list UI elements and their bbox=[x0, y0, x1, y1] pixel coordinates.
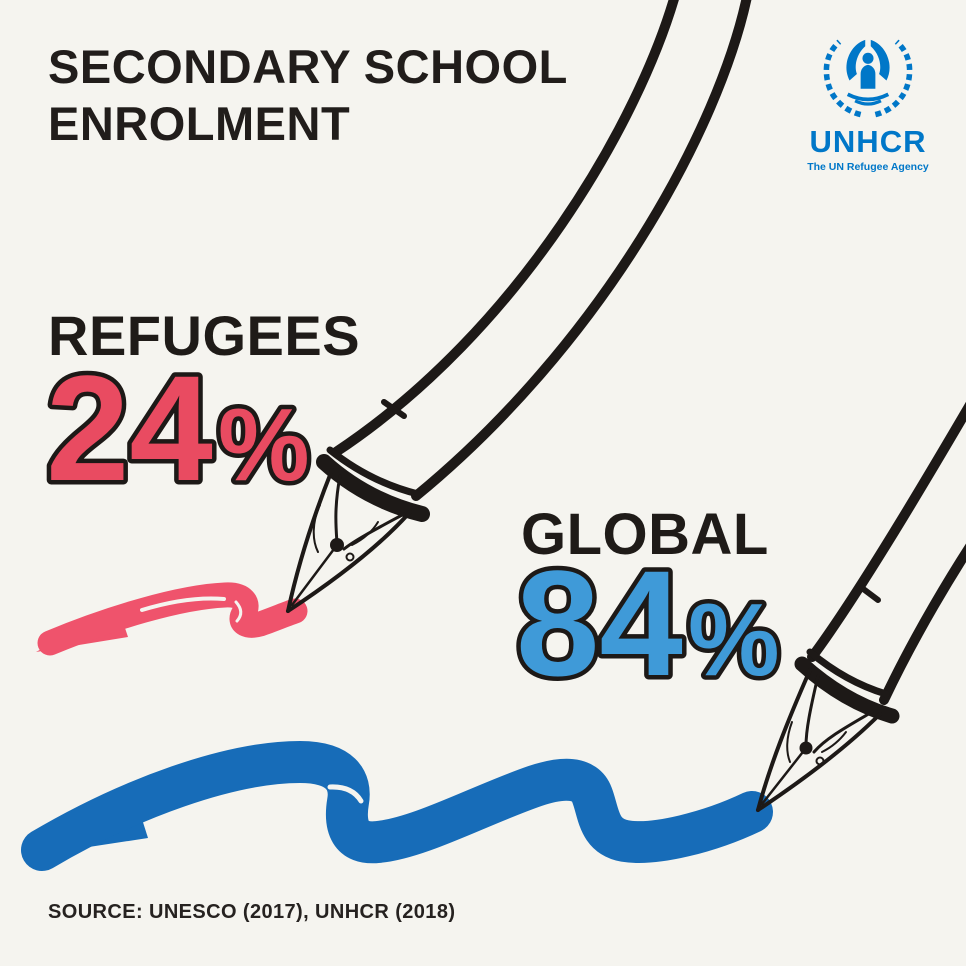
refugees-percent-sign: % bbox=[218, 387, 310, 502]
ink-stroke-global bbox=[21, 741, 773, 871]
pen-section-ring bbox=[806, 648, 890, 698]
sheltering-hand-right-icon bbox=[870, 39, 890, 81]
global-label: GLOBAL bbox=[521, 502, 769, 567]
pen-nib-breather-hole bbox=[799, 741, 813, 755]
ink-highlight bbox=[327, 784, 364, 804]
ink-stroke-refugees-body bbox=[37, 582, 308, 656]
pen-barrel-joint bbox=[381, 399, 407, 419]
pen-nib-breather-hole bbox=[330, 538, 344, 552]
pen-nib-filigree bbox=[351, 521, 379, 546]
pen-nib-slit bbox=[760, 746, 808, 806]
sheltering-hand-left-icon bbox=[846, 39, 866, 81]
refugees-label: REFUGEES bbox=[48, 304, 361, 367]
unhcr-tagline: The UN Refugee Agency bbox=[807, 161, 929, 173]
unhcr-logo: UNHCR The UN Refugee Agency bbox=[792, 26, 944, 173]
pen-nib-shoulder bbox=[804, 674, 820, 748]
person-icon-head bbox=[862, 52, 874, 64]
page-title-line1: SECONDARY SCHOOL bbox=[48, 40, 568, 93]
emblem-base-curve bbox=[846, 92, 890, 102]
pen-nib-edge bbox=[286, 510, 412, 613]
pen-barrel-edge bbox=[331, 0, 679, 457]
pen-nib-shoulder bbox=[812, 710, 874, 754]
pen-nib-edge bbox=[756, 668, 812, 812]
global-value: 84 bbox=[516, 539, 683, 707]
pen-nib-filigree bbox=[821, 731, 847, 753]
pen-nib-filigree bbox=[815, 756, 825, 766]
fountain-pen-global bbox=[756, 401, 966, 812]
laurel-branch-right bbox=[874, 39, 913, 118]
pen-nib-edge bbox=[756, 712, 882, 812]
refugees-value: 24 bbox=[46, 344, 213, 512]
unhcr-emblem-icon bbox=[823, 39, 913, 118]
pen-nib-edge bbox=[286, 468, 334, 613]
ink-stroke-refugees bbox=[36, 582, 308, 656]
pen-nib-slit bbox=[290, 543, 339, 607]
pen-barrel-joint bbox=[859, 585, 881, 603]
page-title-line2: ENROLMENT bbox=[48, 97, 351, 150]
laurel-branch-left bbox=[823, 39, 862, 118]
source-attribution: SOURCE: UNESCO (2017), UNHCR (2018) bbox=[48, 901, 456, 923]
pen-nib-filigree bbox=[345, 552, 355, 562]
pen-nib-shoulder bbox=[334, 474, 342, 545]
stat-values: 24 % 84 % bbox=[42, 340, 785, 712]
ink-stroke-global-body bbox=[21, 741, 773, 871]
unhcr-wordmark: UNHCR bbox=[809, 124, 927, 159]
emblem-base-curve bbox=[854, 99, 882, 106]
pen-barrel-edge bbox=[807, 401, 966, 662]
pen-barrel-edge bbox=[879, 543, 966, 705]
pen-barrel-edge bbox=[411, 0, 752, 501]
pen-nib-filigree bbox=[312, 504, 321, 553]
ink-highlight bbox=[234, 600, 243, 623]
page-title: SECONDARY SCHOOL ENROLMENT bbox=[48, 38, 568, 152]
global-percent-sign: % bbox=[688, 582, 780, 697]
ink-highlight bbox=[140, 596, 226, 612]
fountain-pen-refugees bbox=[286, 0, 752, 613]
pen-section-ring bbox=[326, 446, 422, 498]
person-icon-body bbox=[860, 64, 876, 89]
pen-nib-filigree bbox=[786, 721, 793, 763]
